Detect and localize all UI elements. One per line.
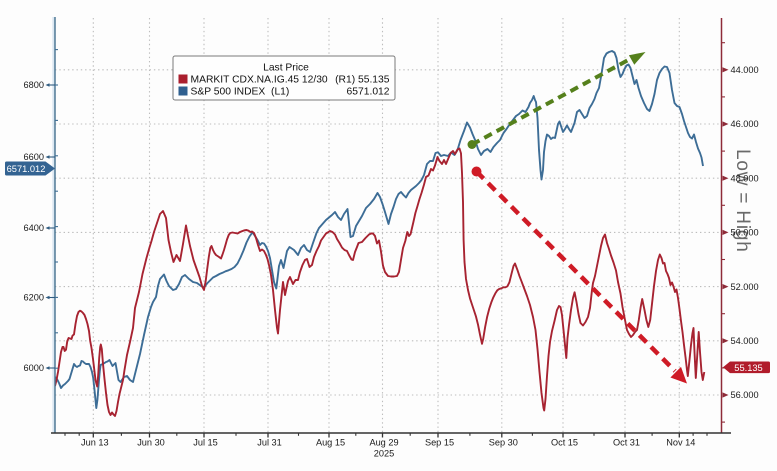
svg-text:Jun 30: Jun 30 <box>137 438 165 448</box>
svg-text:Jul 31: Jul 31 <box>257 438 282 448</box>
svg-text:56.000: 56.000 <box>731 390 759 400</box>
svg-text:Oct 15: Oct 15 <box>551 438 578 448</box>
svg-text:Aug 15: Aug 15 <box>316 438 345 448</box>
svg-text:Sep 15: Sep 15 <box>425 438 454 448</box>
svg-text:6400: 6400 <box>24 223 44 233</box>
svg-text:MARKIT CDX.NA.IG.45 12/30: MARKIT CDX.NA.IG.45 12/30 <box>191 75 328 86</box>
svg-text:48.000: 48.000 <box>731 173 759 183</box>
svg-text:46.000: 46.000 <box>731 119 759 129</box>
svg-text:6571.012: 6571.012 <box>7 164 46 174</box>
svg-text:2025: 2025 <box>374 449 394 459</box>
svg-text:Jun 13: Jun 13 <box>81 438 109 448</box>
svg-text:Aug 29: Aug 29 <box>369 438 398 448</box>
svg-text:6571.012: 6571.012 <box>347 87 390 98</box>
svg-text:(R1) 55.135: (R1) 55.135 <box>335 75 390 86</box>
svg-text:52.000: 52.000 <box>731 282 759 292</box>
svg-text:54.000: 54.000 <box>731 336 759 346</box>
svg-text:Nov 14: Nov 14 <box>666 438 695 448</box>
svg-text:55.135: 55.135 <box>734 363 762 373</box>
svg-text:50.000: 50.000 <box>731 228 759 238</box>
svg-text:6800: 6800 <box>24 80 44 90</box>
svg-text:Sep 30: Sep 30 <box>489 438 518 448</box>
svg-text:S&P 500 INDEX (L1): S&P 500 INDEX (L1) <box>191 87 290 98</box>
svg-text:Low = High: Low = High <box>732 149 753 253</box>
svg-text:6200: 6200 <box>24 293 44 303</box>
svg-text:6600: 6600 <box>24 152 44 162</box>
svg-text:Last Price: Last Price <box>263 63 309 74</box>
svg-text:Oct 31: Oct 31 <box>613 438 640 448</box>
svg-text:6000: 6000 <box>24 363 44 373</box>
svg-text:Jul 15: Jul 15 <box>193 438 218 448</box>
svg-text:44.000: 44.000 <box>731 65 759 75</box>
